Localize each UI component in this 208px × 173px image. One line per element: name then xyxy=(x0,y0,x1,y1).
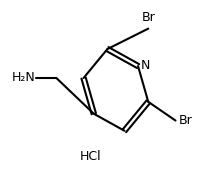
Text: H₂N: H₂N xyxy=(11,71,35,84)
Text: Br: Br xyxy=(141,11,155,24)
Text: Br: Br xyxy=(179,114,193,127)
Text: HCl: HCl xyxy=(80,150,101,163)
Text: N: N xyxy=(141,59,150,72)
